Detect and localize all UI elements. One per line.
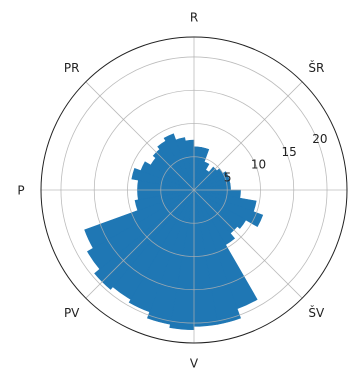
sector-bar-20 [128, 189, 195, 313]
sector-bar-24 [84, 189, 195, 249]
direction-label-PR: PR [64, 61, 80, 75]
grid-spoke-225 [85, 189, 195, 299]
sector-bar-34 [175, 137, 195, 191]
sector-bar-19 [146, 189, 195, 325]
sector-bar-12 [193, 189, 247, 229]
sector-bar-11 [193, 189, 264, 227]
sector-bar-25 [134, 189, 195, 211]
sector-bar-29 [140, 161, 195, 191]
direction-labels: R ŠR ŠV V PV P PR [17, 11, 325, 371]
direction-label-PV: PV [64, 306, 80, 320]
radial-tick-label-15: 15 [282, 145, 297, 159]
direction-label-R: R [190, 11, 198, 25]
radial-tick-labels: 5 10 15 20 [224, 132, 328, 184]
direction-label-ŠV: ŠV [308, 305, 325, 320]
sector-bar-33 [163, 133, 195, 191]
radial-tick-label-5: 5 [224, 170, 232, 184]
grid-spoke-315 [85, 81, 195, 191]
grid-layer [41, 37, 347, 343]
grid-spoke-45 [193, 81, 303, 191]
direction-label-ŠR: ŠR [308, 60, 324, 75]
direction-label-P: P [17, 184, 24, 198]
direction-label-V: V [190, 357, 199, 371]
polar-frame [40, 36, 348, 344]
radial-tick-label-20: 20 [312, 132, 327, 146]
radial-tick-label-10: 10 [251, 158, 266, 172]
grid-spoke-135 [193, 189, 303, 299]
